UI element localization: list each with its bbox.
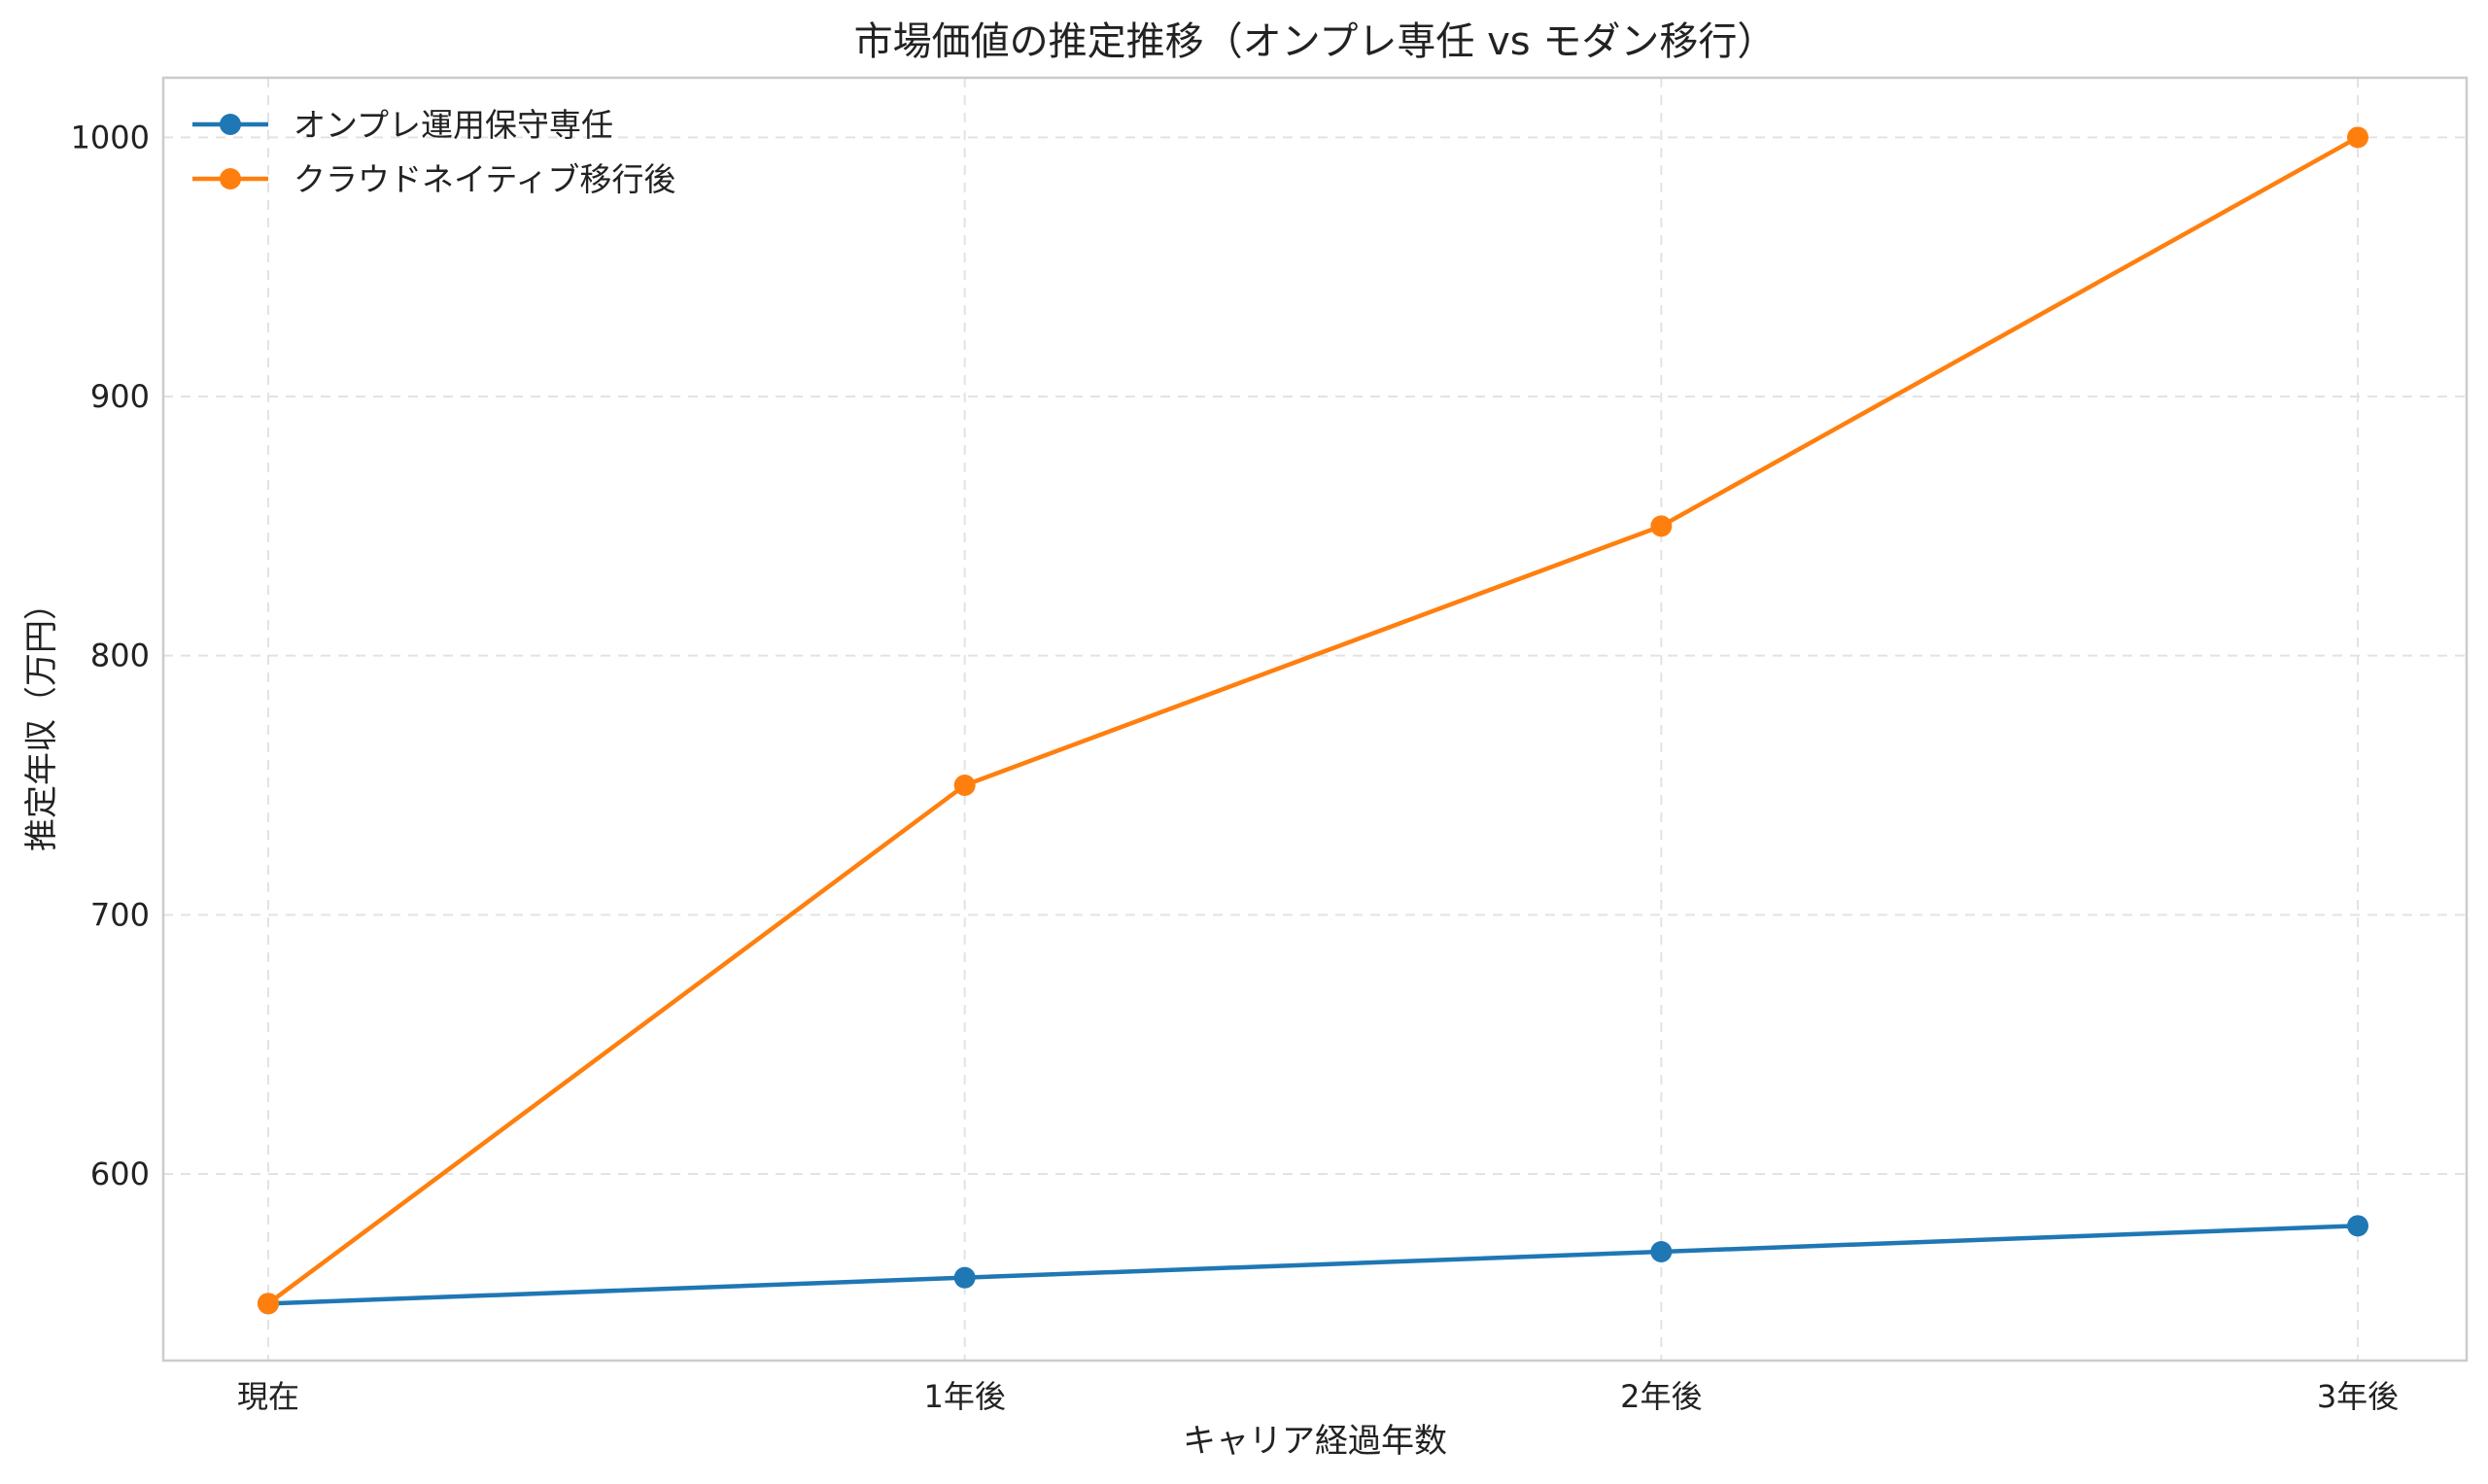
y-tick-label: 900 (90, 378, 150, 415)
y-axis-title: 推定年収（万円） (22, 587, 61, 851)
x-tick-label: 現在 (237, 1378, 299, 1415)
data-point (1650, 1241, 1673, 1262)
data-point (258, 1293, 279, 1315)
y-tick-label: 600 (90, 1156, 150, 1192)
legend-entry-cloud: クラウドネイティブ移行後 (192, 160, 675, 198)
legend-label-cloud: クラウドネイティブ移行後 (294, 160, 675, 198)
series-line (265, 1224, 2361, 1306)
y-tick-label: 1000 (71, 119, 150, 155)
series-1 (258, 126, 2368, 1315)
legend-marker-cloud (220, 168, 241, 190)
legend-marker-onprem (220, 114, 241, 135)
x-axis-ticks: 現在 1年後 2年後 3年後 (237, 1378, 2399, 1415)
data-point (1650, 515, 1673, 537)
data-point (2347, 126, 2368, 149)
legend-label-onprem: オンプレ運用保守専任 (294, 106, 613, 144)
series-line (265, 135, 2361, 1306)
plot-area-frame (161, 76, 2469, 1363)
legend-entry-onprem: オンプレ運用保守専任 (192, 106, 613, 144)
x-tick-label: 3年後 (2317, 1378, 2399, 1415)
x-tick-label: 2年後 (1620, 1378, 1702, 1415)
series-0 (258, 1215, 2368, 1315)
data-point (953, 1266, 976, 1289)
grid-layer (163, 78, 2467, 1361)
x-axis-title: キャリア経過年数 (1183, 1422, 1447, 1461)
y-tick-label: 800 (90, 638, 150, 674)
y-tick-label: 700 (90, 896, 150, 933)
chart-title: 市場価値の推定推移（オンプレ専任 vs モダン移行） (854, 19, 1777, 64)
data-point (2347, 1215, 2368, 1237)
data-point (953, 775, 976, 796)
y-axis-ticks: 600 700 800 900 1000 (71, 119, 150, 1192)
series-layer (258, 126, 2368, 1315)
x-tick-label: 1年後 (923, 1378, 1005, 1415)
legend: オンプレ運用保守専任 クラウドネイティブ移行後 (192, 106, 675, 198)
